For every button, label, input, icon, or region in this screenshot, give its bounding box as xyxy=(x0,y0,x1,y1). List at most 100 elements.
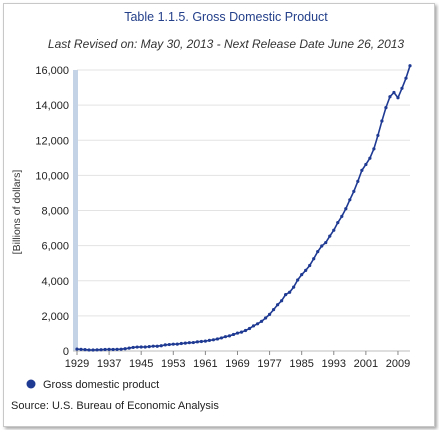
data-point[interactable] xyxy=(127,346,131,350)
y-tick-label: 2,000 xyxy=(41,311,69,323)
x-axis-ticks: 1929 1937 1945 1953 1961 1969 1977 1985 1993 2001… xyxy=(65,351,410,370)
data-point[interactable] xyxy=(296,278,300,282)
data-point[interactable] xyxy=(308,263,312,268)
data-point[interactable] xyxy=(99,348,103,352)
data-point[interactable] xyxy=(147,345,151,349)
data-point[interactable] xyxy=(87,348,91,352)
data-point[interactable] xyxy=(304,268,308,272)
data-point[interactable] xyxy=(340,214,344,219)
data-point[interactable] xyxy=(328,234,332,238)
data-point[interactable] xyxy=(195,340,199,344)
data-point[interactable] xyxy=(271,308,276,312)
data-point[interactable] xyxy=(179,341,183,346)
data-point[interactable] xyxy=(380,119,384,123)
source-note: Source: U.S. Bureau of Economic Analysis xyxy=(11,400,219,412)
data-point[interactable] xyxy=(368,156,372,160)
data-point[interactable] xyxy=(348,198,352,202)
data-point[interactable] xyxy=(139,345,143,349)
data-point[interactable] xyxy=(300,273,304,277)
data-point[interactable] xyxy=(392,90,396,95)
data-point[interactable] xyxy=(276,303,280,307)
data-point[interactable] xyxy=(243,328,248,333)
data-point[interactable] xyxy=(360,168,364,172)
legend-label: Gross domestic product xyxy=(43,379,159,391)
data-point[interactable] xyxy=(203,339,207,343)
y-tick-label: 4,000 xyxy=(41,276,69,288)
data-point[interactable] xyxy=(223,335,228,339)
data-point[interactable] xyxy=(103,347,107,352)
data-point[interactable] xyxy=(356,179,360,183)
data-point[interactable] xyxy=(396,96,400,100)
data-point[interactable] xyxy=(219,336,224,340)
data-point[interactable] xyxy=(316,250,320,254)
data-point[interactable] xyxy=(332,228,336,232)
data-point[interactable] xyxy=(231,332,236,337)
data-point[interactable] xyxy=(372,147,376,151)
data-point[interactable] xyxy=(91,348,95,352)
data-point[interactable] xyxy=(247,326,252,331)
data-point[interactable] xyxy=(151,344,155,348)
data-point[interactable] xyxy=(159,344,163,348)
data-point[interactable] xyxy=(400,86,404,90)
data-point[interactable] xyxy=(183,341,187,345)
data-point[interactable] xyxy=(227,334,232,338)
x-tick-label: 1977 xyxy=(257,358,281,370)
data-point[interactable] xyxy=(167,342,171,347)
y-axis-ticks: 0 2,000 4,000 6,000 8,000 10,000 12,000 14,000 1… xyxy=(35,65,69,358)
data-point[interactable] xyxy=(404,76,408,80)
data-point[interactable] xyxy=(187,341,191,345)
data-point[interactable] xyxy=(384,106,388,110)
data-point[interactable] xyxy=(75,347,79,351)
data-point[interactable] xyxy=(336,221,340,225)
data-point[interactable] xyxy=(251,324,256,328)
data-point[interactable] xyxy=(239,330,244,334)
data-point[interactable] xyxy=(388,95,392,99)
data-point[interactable] xyxy=(344,207,348,211)
data-point[interactable] xyxy=(320,244,324,248)
data-point[interactable] xyxy=(171,342,175,346)
data-point[interactable] xyxy=(284,293,288,297)
data-point[interactable] xyxy=(324,240,328,245)
data-point[interactable] xyxy=(267,312,272,316)
data-point[interactable] xyxy=(352,189,356,193)
data-point[interactable] xyxy=(292,285,296,289)
data-point[interactable] xyxy=(115,347,119,351)
data-point[interactable] xyxy=(408,64,412,68)
data-point[interactable] xyxy=(207,338,211,342)
data-point[interactable] xyxy=(175,342,179,346)
data-point[interactable] xyxy=(163,343,167,347)
data-point[interactable] xyxy=(312,257,316,261)
data-point[interactable] xyxy=(155,344,159,348)
data-point[interactable] xyxy=(131,345,135,350)
data-point[interactable] xyxy=(119,347,123,351)
data-point[interactable] xyxy=(288,290,292,294)
legend[interactable]: Gross domestic product xyxy=(26,379,160,391)
data-point[interactable] xyxy=(111,347,115,352)
data-point[interactable] xyxy=(263,316,268,320)
x-tick-label: 1985 xyxy=(289,358,313,370)
data-point[interactable] xyxy=(235,331,240,335)
y-axis-band xyxy=(73,70,78,351)
data-point[interactable] xyxy=(376,133,380,138)
data-point[interactable] xyxy=(79,347,83,351)
data-point[interactable] xyxy=(95,348,99,352)
data-point[interactable] xyxy=(135,345,139,349)
data-point[interactable] xyxy=(143,345,147,349)
data-point[interactable] xyxy=(211,338,216,342)
data-point[interactable] xyxy=(215,337,220,341)
data-point[interactable] xyxy=(259,319,264,323)
y-tick-label: 14,000 xyxy=(35,100,69,112)
data-point[interactable] xyxy=(191,340,195,345)
data-point[interactable] xyxy=(255,322,260,326)
data-point[interactable] xyxy=(199,339,203,344)
x-tick-label: 1945 xyxy=(129,358,153,370)
data-point[interactable] xyxy=(280,299,284,303)
gdp-line-chart: Table 1.1.5. Gross Domestic Product Last… xyxy=(11,10,412,412)
data-point[interactable] xyxy=(107,347,111,351)
data-point[interactable] xyxy=(83,348,87,352)
y-tick-label: 8,000 xyxy=(41,206,69,218)
series-layer xyxy=(75,64,412,352)
data-point[interactable] xyxy=(364,162,368,167)
x-tick-label: 1961 xyxy=(193,358,217,370)
data-point[interactable] xyxy=(123,347,127,351)
